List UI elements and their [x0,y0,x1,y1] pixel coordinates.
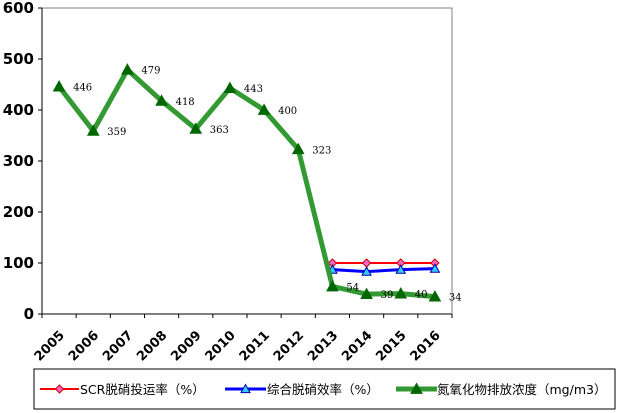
y-tick-label: 0 [24,305,34,323]
data-point [223,81,237,93]
data-label: 400 [278,106,297,117]
data-point [429,263,441,273]
data-label: 363 [210,125,229,136]
legend-label: 综合脱硝效率（%） [267,382,379,397]
series-3 [52,63,442,302]
data-point [428,290,442,302]
legend-marker [240,383,251,394]
legend-label: SCR脱硝投运率（%） [80,382,205,397]
x-tick-label: 2012 [271,328,307,364]
data-label: 359 [107,127,126,138]
y-tick-label: 300 [3,152,34,170]
plot-border [41,7,453,315]
x-tick-label: 2008 [134,328,170,364]
series-2 [327,263,441,276]
data-point [121,63,134,75]
data-label: 446 [73,83,92,94]
data-label: 40 [415,290,428,301]
x-tick-label: 2014 [339,328,375,364]
x-tick-label: 2015 [373,328,409,364]
data-labels: 446 359 479 418 363 443 400 323 54 39 40 34 [73,66,462,304]
legend-item-2: 综合脱硝效率（%） [225,382,379,397]
y-tick-label: 500 [3,50,34,68]
series-layer [52,63,442,302]
x-tick-label: 2011 [237,328,273,364]
data-point [189,122,203,134]
data-label: 479 [141,66,160,77]
data-point [291,142,305,155]
data-label: 34 [449,293,462,304]
x-tick-label: 2016 [408,328,444,364]
data-point [52,80,66,92]
legend-item-1: SCR脱硝投运率（%） [40,382,205,397]
x-axis: 2005200620072008200920102011201220132014… [32,314,453,364]
series-line [332,267,435,274]
legend-box [33,368,616,410]
data-point [86,124,100,136]
data-point [257,103,271,115]
y-tick-label: 600 [3,0,34,17]
data-point [155,94,168,106]
data-point [360,287,373,300]
x-tick-label: 2007 [100,328,136,364]
y-tick-label: 100 [3,254,34,272]
plot-area [41,7,453,315]
x-tick-label: 2009 [168,328,204,364]
x-tick-label: 2005 [32,328,68,364]
data-point [395,264,407,274]
data-label: 39 [381,290,394,301]
x-tick-label: 2010 [203,328,239,364]
data-label: 443 [244,84,263,95]
legend-label: 氮氧化物排放浓度（mg/m3） [437,382,606,397]
legend: SCR脱硝投运率（%） 综合脱硝效率（%） 氮氧化物排放浓度（mg/m3） [33,368,616,410]
x-tick-label: 2006 [66,328,102,364]
data-label: 418 [176,97,195,108]
data-label: 54 [346,282,359,293]
y-tick-label: 200 [3,203,34,221]
series-line [57,65,436,300]
y-axis: 0 100 200 300 400 500 600 [3,0,42,323]
legend-marker [54,384,65,394]
data-label: 323 [312,145,331,156]
legend-item-3: 氮氧化物排放浓度（mg/m3） [396,382,606,397]
data-point [361,266,372,276]
data-point [326,279,339,292]
legend-marker [410,382,423,394]
x-tick-label: 2013 [305,328,341,364]
y-tick-label: 400 [3,101,34,119]
data-point [394,287,408,299]
